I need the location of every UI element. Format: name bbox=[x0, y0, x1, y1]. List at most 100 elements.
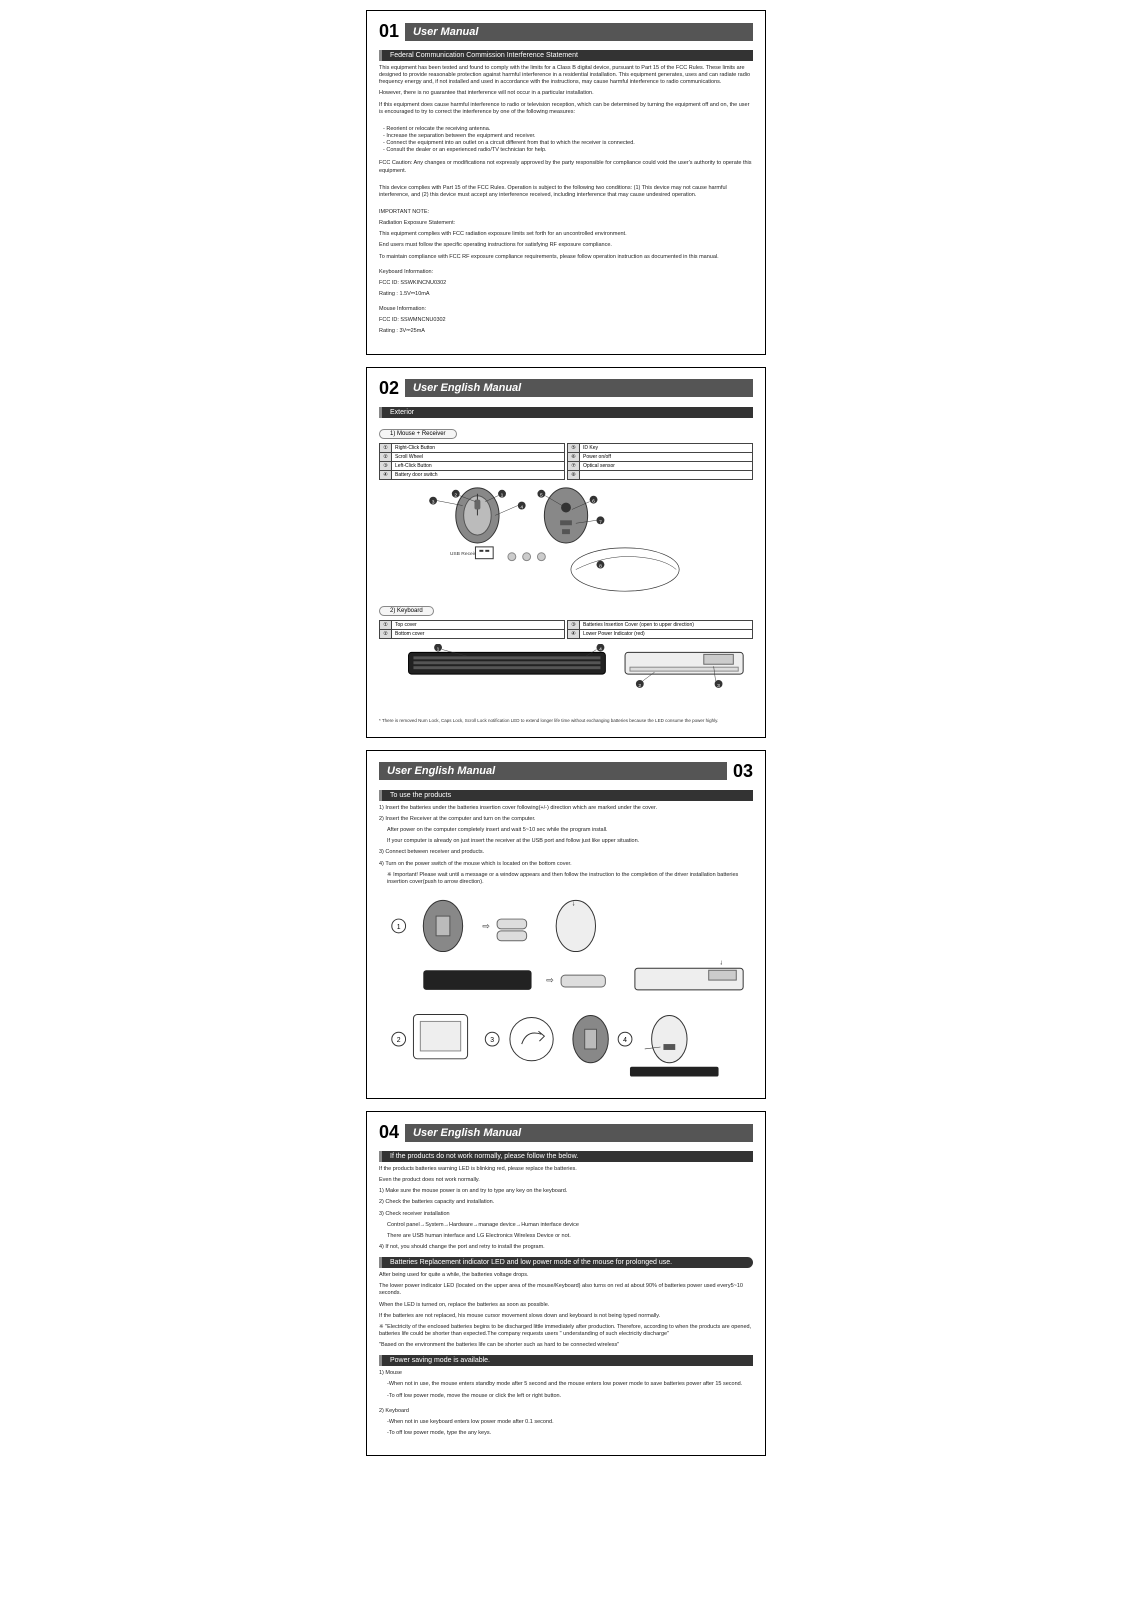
use-products-head: To use the products bbox=[379, 790, 753, 801]
page02-footnote: * There is removed Num Lock, Caps Lock, … bbox=[379, 718, 753, 723]
parts-num: ⑦ bbox=[568, 462, 580, 470]
p04-b2: The lower power indicator LED (located o… bbox=[379, 1283, 753, 1297]
parts-label: Left-Click Button bbox=[392, 462, 564, 470]
parts-label bbox=[580, 474, 752, 476]
parts-num: ① bbox=[380, 444, 392, 452]
p04-p2: Even the product does not work normally. bbox=[379, 1177, 753, 1184]
p04-p1: If the products batteries warning LED is… bbox=[379, 1166, 753, 1173]
parts-row: ⑥Power on/off bbox=[567, 452, 753, 462]
page-04: 04 User English Manual If the products d… bbox=[366, 1111, 766, 1456]
p03-s1: 1) Insert the batteries under the batter… bbox=[379, 805, 753, 812]
page-03-number: 03 bbox=[733, 761, 753, 782]
parts-row: ⑤ID Key bbox=[567, 443, 753, 453]
parts-num: ③ bbox=[568, 621, 580, 629]
p04-l3b: There are USB human interface and LG Ele… bbox=[379, 1233, 753, 1240]
page-02-number: 02 bbox=[379, 378, 399, 399]
parts-row: ①Right-Click Button bbox=[379, 443, 565, 453]
mouse-diagram: 3 2 1 4 5 6 7 USB Receiver bbox=[379, 485, 753, 595]
svg-text:4: 4 bbox=[520, 504, 523, 510]
parts-num: ⑤ bbox=[568, 444, 580, 452]
parts-num: ⑧ bbox=[568, 471, 580, 479]
powersave-head: Power saving mode is available. bbox=[379, 1355, 753, 1366]
ms-fcc: FCC ID: SSWMNCNU0302 bbox=[379, 317, 753, 324]
svg-text:4: 4 bbox=[599, 646, 602, 652]
parts-label: ID Key bbox=[580, 444, 752, 452]
parts-num: ② bbox=[380, 630, 392, 638]
page-02-header: 02 User English Manual bbox=[379, 378, 753, 399]
p04-b6: "Based on the environment the batteries … bbox=[379, 1342, 753, 1349]
parts-row: ③Left-Click Button bbox=[379, 461, 565, 471]
parts-row: ②Bottom cover bbox=[379, 629, 565, 639]
page-01-number: 01 bbox=[379, 21, 399, 42]
troubleshoot-head: If the products do not work normally, pl… bbox=[379, 1151, 753, 1162]
p04-ps2b: -To off low power mode, type the any key… bbox=[379, 1430, 753, 1437]
p04-l3: 3) Check receiver installation bbox=[379, 1211, 753, 1218]
fcc-caution: FCC Caution: Any changes or modification… bbox=[379, 160, 753, 174]
manual-container: 01 User Manual Federal Communication Com… bbox=[366, 10, 766, 1468]
svg-text:2: 2 bbox=[397, 1037, 401, 1044]
svg-text:4: 4 bbox=[623, 1037, 627, 1044]
note3: End users must follow the specific opera… bbox=[379, 242, 753, 249]
kb-head: Keyboard Information: bbox=[379, 269, 753, 276]
p04-l4: 4) If not, you should change the port an… bbox=[379, 1244, 753, 1251]
page-02: 02 User English Manual Exterior 1) Mouse… bbox=[366, 367, 766, 738]
parts-row: ①Top cover bbox=[379, 620, 565, 630]
p04-b1: After being used for quite a while, the … bbox=[379, 1272, 753, 1279]
parts-label: Top cover bbox=[392, 621, 564, 629]
keyboard-parts-table: ①Top cover②Bottom cover ③Batteries Inser… bbox=[379, 620, 753, 638]
svg-text:3: 3 bbox=[490, 1037, 494, 1044]
svg-text:3: 3 bbox=[432, 499, 435, 505]
page-03-header: User English Manual 03 bbox=[379, 761, 753, 782]
p04-l2: 2) Check the batteries capacity and inst… bbox=[379, 1199, 753, 1206]
p04-l3a: Control panel→System→Hardware→manage dev… bbox=[379, 1222, 753, 1229]
fcc-b1: - Reorient or relocate the receiving ant… bbox=[379, 126, 753, 133]
parts-num: ④ bbox=[380, 471, 392, 479]
parts-label: Batteries Insertion Cover (open to upper… bbox=[580, 621, 752, 629]
page-02-title: User English Manual bbox=[405, 379, 753, 397]
page-04-number: 04 bbox=[379, 1122, 399, 1143]
p04-l1: 1) Make sure the mouse power is on and t… bbox=[379, 1188, 753, 1195]
parts-num: ⑥ bbox=[568, 453, 580, 461]
note4: To maintain compliance with FCC RF expos… bbox=[379, 254, 753, 261]
fcc-p4: This device complies with Part 15 of the… bbox=[379, 185, 753, 199]
parts-label: Battery door switch bbox=[392, 471, 564, 479]
page-01: 01 User Manual Federal Communication Com… bbox=[366, 10, 766, 355]
svg-text:↓: ↓ bbox=[720, 959, 723, 966]
p03-s3: 3) Connect between receiver and products… bbox=[379, 849, 753, 856]
parts-num: ① bbox=[380, 621, 392, 629]
keyboard-tab: 2) Keyboard bbox=[379, 606, 434, 616]
page-04-title: User English Manual bbox=[405, 1124, 753, 1142]
fcc-b3: - Connect the equipment into an outlet o… bbox=[379, 140, 753, 147]
svg-text:1: 1 bbox=[437, 646, 440, 652]
parts-row: ③Batteries Insertion Cover (open to uppe… bbox=[567, 620, 753, 630]
p04-b3: When the LED is turned on, replace the b… bbox=[379, 1302, 753, 1309]
svg-text:⇨: ⇨ bbox=[482, 921, 490, 931]
svg-text:2: 2 bbox=[638, 682, 641, 688]
parts-num: ④ bbox=[568, 630, 580, 638]
p04-ps2a: -When not in use keyboard enters low pow… bbox=[379, 1419, 753, 1426]
p04-b4: If the batteries are not replaced, his m… bbox=[379, 1313, 753, 1320]
parts-label: Scroll Wheel bbox=[392, 453, 564, 461]
p03-s2b: If your computer is already on just inse… bbox=[379, 838, 753, 845]
svg-text:⇨: ⇨ bbox=[546, 975, 554, 985]
parts-num: ② bbox=[380, 453, 392, 461]
parts-row: ⑦Optical sensor bbox=[567, 461, 753, 471]
mouse-receiver-tab: 1) Mouse + Receiver bbox=[379, 429, 457, 439]
note2: This equipment complies with FCC radiati… bbox=[379, 231, 753, 238]
keyboard-diagram: 1 4 2 3 bbox=[379, 644, 753, 714]
fcc-b4: - Consult the dealer or an experienced r… bbox=[379, 147, 753, 154]
svg-text:1: 1 bbox=[397, 924, 401, 931]
fcc-section-head: Federal Communication Commission Interfe… bbox=[379, 50, 753, 61]
p04-ps1a: -When not in use, the mouse enters stand… bbox=[379, 1381, 753, 1388]
svg-text:3: 3 bbox=[717, 682, 720, 688]
ms-head: Mouse Information: bbox=[379, 306, 753, 313]
p04-ps1: 1) Mouse bbox=[379, 1370, 753, 1377]
fcc-p2: However, there is no guarantee that inte… bbox=[379, 90, 753, 97]
parts-num: ③ bbox=[380, 462, 392, 470]
page-03-title: User English Manual bbox=[379, 762, 727, 780]
battery-head: Batteries Replacement indicator LED and … bbox=[379, 1257, 753, 1268]
ms-rating: Rating : 3V⎓25mA bbox=[379, 328, 753, 335]
svg-text:8: 8 bbox=[599, 563, 602, 569]
parts-row: ④Battery door switch bbox=[379, 470, 565, 480]
svg-text:1: 1 bbox=[501, 492, 504, 498]
